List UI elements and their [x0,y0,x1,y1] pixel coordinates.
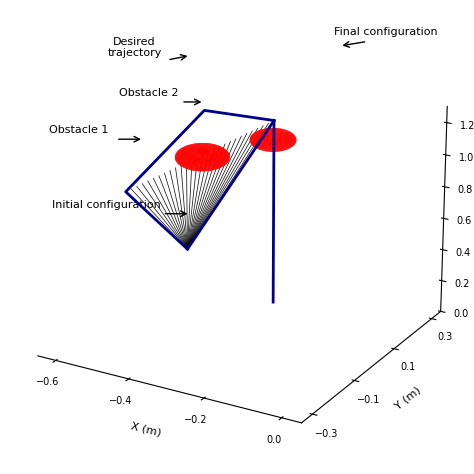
Text: Obstacle 2: Obstacle 2 [119,88,178,98]
Text: Final configuration: Final configuration [334,27,438,37]
Text: Obstacle 1: Obstacle 1 [49,125,109,135]
Y-axis label: Y (m): Y (m) [393,385,423,412]
Text: Desired
trajectory: Desired trajectory [108,37,162,58]
X-axis label: X (m): X (m) [129,421,162,438]
Text: Initial configuration: Initial configuration [52,200,161,210]
